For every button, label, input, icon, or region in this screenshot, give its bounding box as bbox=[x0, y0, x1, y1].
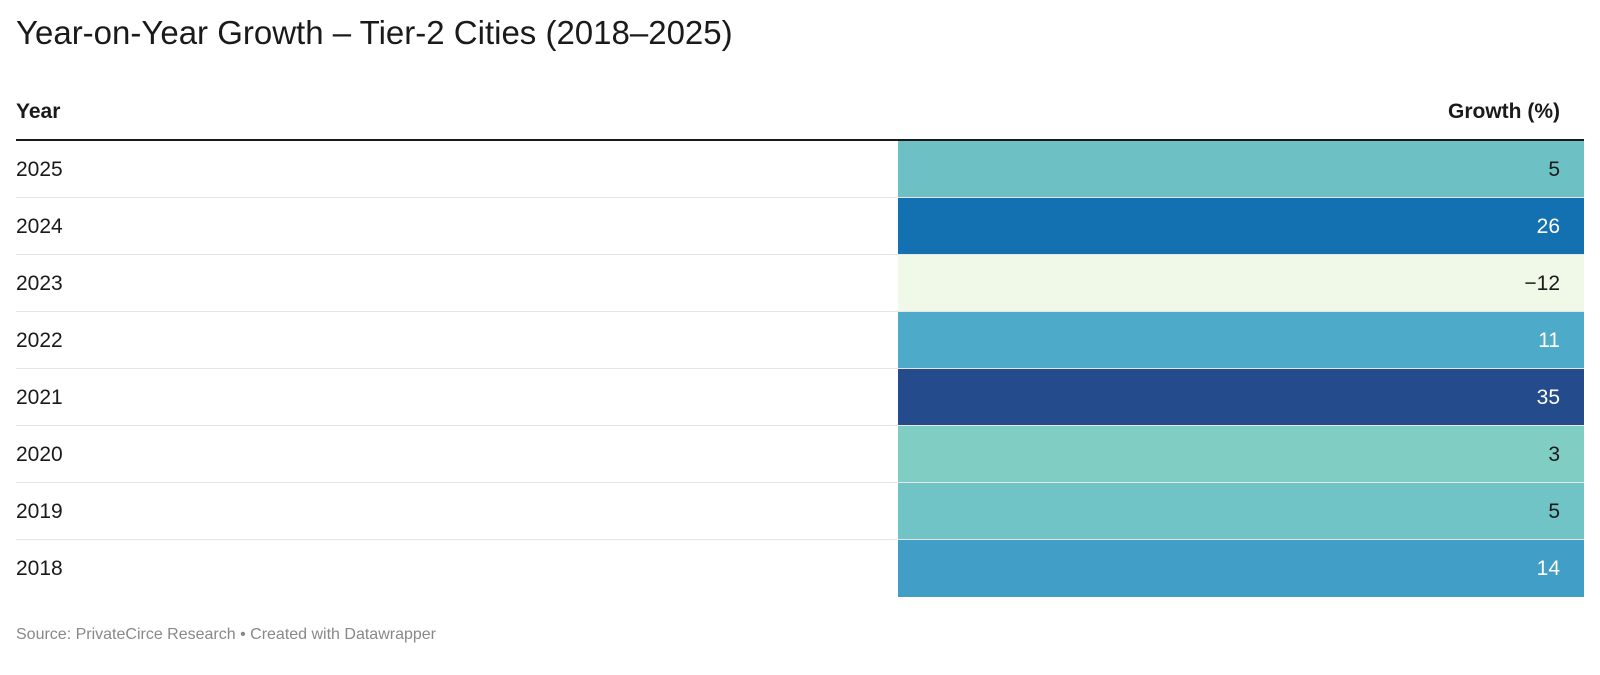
growth-cell: 11 bbox=[898, 312, 1584, 368]
year-cell: 2020 bbox=[16, 443, 63, 466]
year-cell: 2025 bbox=[16, 158, 63, 181]
table-row: 2018 14 bbox=[16, 540, 1584, 597]
source-footer: Source: PrivateCirce Research • Created … bbox=[16, 626, 436, 643]
column-header-year[interactable]: Year bbox=[16, 100, 61, 123]
year-cell: 2021 bbox=[16, 386, 63, 409]
growth-cell: 5 bbox=[898, 141, 1584, 197]
growth-cell: 35 bbox=[898, 369, 1584, 425]
table-header: Year Growth (%) bbox=[16, 84, 1584, 141]
table-row: 2024 26 bbox=[16, 198, 1584, 255]
year-cell: 2022 bbox=[16, 329, 63, 352]
year-cell: 2019 bbox=[16, 500, 63, 523]
growth-cell: 26 bbox=[898, 198, 1584, 254]
year-cell: 2023 bbox=[16, 272, 63, 295]
table-row: 2019 5 bbox=[16, 483, 1584, 540]
table-row: 2023 −12 bbox=[16, 255, 1584, 312]
year-cell: 2024 bbox=[16, 215, 63, 238]
table-row: 2020 3 bbox=[16, 426, 1584, 483]
growth-cell: −12 bbox=[898, 255, 1584, 311]
year-cell: 2018 bbox=[16, 557, 63, 580]
table-row: 2022 11 bbox=[16, 312, 1584, 369]
growth-cell: 3 bbox=[898, 426, 1584, 482]
table-row: 2021 35 bbox=[16, 369, 1584, 426]
growth-table: Year Growth (%) 2025 5 2024 26 2023 −12 2022 11… bbox=[16, 84, 1584, 597]
growth-cell: 5 bbox=[898, 483, 1584, 539]
growth-cell: 14 bbox=[898, 540, 1584, 597]
column-header-growth[interactable]: Growth (%) bbox=[1448, 100, 1560, 123]
table-row: 2025 5 bbox=[16, 141, 1584, 198]
chart-title: Year-on-Year Growth – Tier-2 Cities (201… bbox=[16, 14, 733, 51]
table-body: 2025 5 2024 26 2023 −12 2022 11 2021 35 2020 3 2019 5… bbox=[16, 141, 1584, 597]
